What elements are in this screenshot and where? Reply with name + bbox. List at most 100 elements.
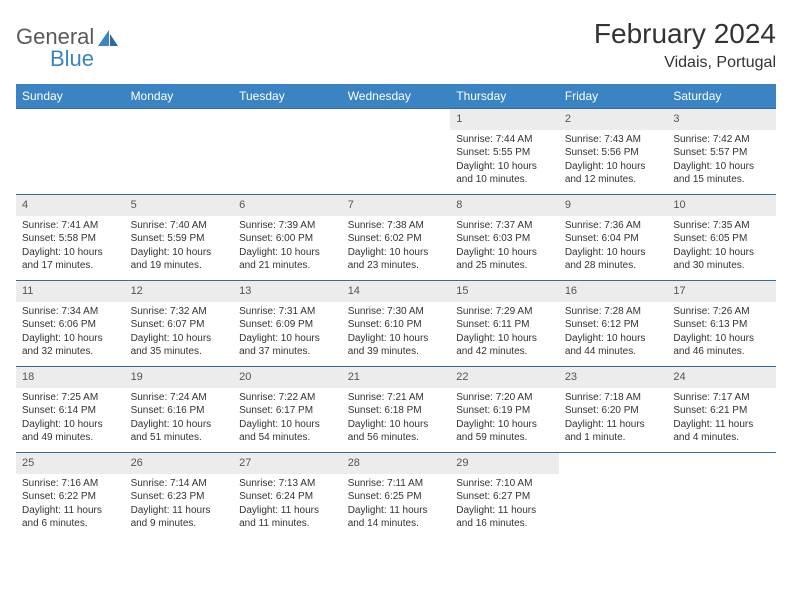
weekday-header: Sunday [16, 84, 125, 109]
calendar-day-cell: 13Sunrise: 7:31 AMSunset: 6:09 PMDayligh… [233, 281, 342, 367]
day-info: Sunrise: 7:16 AMSunset: 6:22 PMDaylight:… [16, 474, 125, 535]
day-info: Sunrise: 7:13 AMSunset: 6:24 PMDaylight:… [233, 474, 342, 535]
day-number: 2 [559, 109, 668, 130]
calendar-day-cell: . [667, 453, 776, 539]
day-info: Sunrise: 7:39 AMSunset: 6:00 PMDaylight:… [233, 216, 342, 277]
day-number: 18 [16, 367, 125, 388]
calendar-day-cell: 20Sunrise: 7:22 AMSunset: 6:17 PMDayligh… [233, 367, 342, 453]
calendar-day-cell: 17Sunrise: 7:26 AMSunset: 6:13 PMDayligh… [667, 281, 776, 367]
weekday-header-row: SundayMondayTuesdayWednesdayThursdayFrid… [16, 84, 776, 109]
day-number: 14 [342, 281, 451, 302]
calendar-day-cell: 14Sunrise: 7:30 AMSunset: 6:10 PMDayligh… [342, 281, 451, 367]
logo-text-blue: Blue [50, 46, 120, 72]
day-number: 10 [667, 195, 776, 216]
day-number: 4 [16, 195, 125, 216]
calendar-day-cell: 25Sunrise: 7:16 AMSunset: 6:22 PMDayligh… [16, 453, 125, 539]
day-number: 29 [450, 453, 559, 474]
day-info: Sunrise: 7:10 AMSunset: 6:27 PMDaylight:… [450, 474, 559, 535]
weekday-header: Wednesday [342, 84, 451, 109]
day-number: 21 [342, 367, 451, 388]
day-number: 23 [559, 367, 668, 388]
day-info: Sunrise: 7:29 AMSunset: 6:11 PMDaylight:… [450, 302, 559, 363]
month-title: February 2024 [594, 18, 776, 50]
calendar-day-cell: 21Sunrise: 7:21 AMSunset: 6:18 PMDayligh… [342, 367, 451, 453]
day-info: Sunrise: 7:38 AMSunset: 6:02 PMDaylight:… [342, 216, 451, 277]
calendar-week-row: 25Sunrise: 7:16 AMSunset: 6:22 PMDayligh… [16, 453, 776, 539]
day-info: Sunrise: 7:20 AMSunset: 6:19 PMDaylight:… [450, 388, 559, 449]
calendar-day-cell: 28Sunrise: 7:11 AMSunset: 6:25 PMDayligh… [342, 453, 451, 539]
day-number: 11 [16, 281, 125, 302]
day-info: Sunrise: 7:18 AMSunset: 6:20 PMDaylight:… [559, 388, 668, 449]
calendar-week-row: 11Sunrise: 7:34 AMSunset: 6:06 PMDayligh… [16, 281, 776, 367]
calendar-day-cell: 4Sunrise: 7:41 AMSunset: 5:58 PMDaylight… [16, 195, 125, 281]
calendar-day-cell: 19Sunrise: 7:24 AMSunset: 6:16 PMDayligh… [125, 367, 234, 453]
page-header: GeneralBlue February 2024 Vidais, Portug… [16, 18, 776, 72]
calendar-day-cell: 23Sunrise: 7:18 AMSunset: 6:20 PMDayligh… [559, 367, 668, 453]
calendar-day-cell: 15Sunrise: 7:29 AMSunset: 6:11 PMDayligh… [450, 281, 559, 367]
calendar-day-cell: 5Sunrise: 7:40 AMSunset: 5:59 PMDaylight… [125, 195, 234, 281]
day-info: Sunrise: 7:21 AMSunset: 6:18 PMDaylight:… [342, 388, 451, 449]
day-info: Sunrise: 7:34 AMSunset: 6:06 PMDaylight:… [16, 302, 125, 363]
calendar-day-cell: . [342, 109, 451, 195]
day-number: 20 [233, 367, 342, 388]
day-info: Sunrise: 7:42 AMSunset: 5:57 PMDaylight:… [667, 130, 776, 191]
calendar-week-row: 18Sunrise: 7:25 AMSunset: 6:14 PMDayligh… [16, 367, 776, 453]
day-info: Sunrise: 7:31 AMSunset: 6:09 PMDaylight:… [233, 302, 342, 363]
day-number: 28 [342, 453, 451, 474]
day-info: Sunrise: 7:43 AMSunset: 5:56 PMDaylight:… [559, 130, 668, 191]
day-info: Sunrise: 7:11 AMSunset: 6:25 PMDaylight:… [342, 474, 451, 535]
calendar-day-cell: . [559, 453, 668, 539]
weekday-header: Friday [559, 84, 668, 109]
weekday-header: Monday [125, 84, 234, 109]
day-number: 17 [667, 281, 776, 302]
calendar-day-cell: 12Sunrise: 7:32 AMSunset: 6:07 PMDayligh… [125, 281, 234, 367]
day-info: Sunrise: 7:25 AMSunset: 6:14 PMDaylight:… [16, 388, 125, 449]
day-number: 13 [233, 281, 342, 302]
day-info: Sunrise: 7:24 AMSunset: 6:16 PMDaylight:… [125, 388, 234, 449]
day-number: 8 [450, 195, 559, 216]
day-number: 12 [125, 281, 234, 302]
logo-sail-icon [98, 30, 120, 48]
day-info: Sunrise: 7:37 AMSunset: 6:03 PMDaylight:… [450, 216, 559, 277]
calendar-day-cell: 22Sunrise: 7:20 AMSunset: 6:19 PMDayligh… [450, 367, 559, 453]
calendar-day-cell: 27Sunrise: 7:13 AMSunset: 6:24 PMDayligh… [233, 453, 342, 539]
day-number: 25 [16, 453, 125, 474]
day-info: Sunrise: 7:40 AMSunset: 5:59 PMDaylight:… [125, 216, 234, 277]
calendar-day-cell: 10Sunrise: 7:35 AMSunset: 6:05 PMDayligh… [667, 195, 776, 281]
day-info: Sunrise: 7:36 AMSunset: 6:04 PMDaylight:… [559, 216, 668, 277]
calendar-day-cell: 1Sunrise: 7:44 AMSunset: 5:55 PMDaylight… [450, 109, 559, 195]
calendar-day-cell: 18Sunrise: 7:25 AMSunset: 6:14 PMDayligh… [16, 367, 125, 453]
day-number: 19 [125, 367, 234, 388]
calendar-day-cell: 29Sunrise: 7:10 AMSunset: 6:27 PMDayligh… [450, 453, 559, 539]
calendar-day-cell: 26Sunrise: 7:14 AMSunset: 6:23 PMDayligh… [125, 453, 234, 539]
calendar-day-cell: 9Sunrise: 7:36 AMSunset: 6:04 PMDaylight… [559, 195, 668, 281]
calendar-day-cell: . [233, 109, 342, 195]
day-info: Sunrise: 7:30 AMSunset: 6:10 PMDaylight:… [342, 302, 451, 363]
location-label: Vidais, Portugal [594, 54, 776, 72]
day-number: 24 [667, 367, 776, 388]
calendar-day-cell: . [125, 109, 234, 195]
day-number: 3 [667, 109, 776, 130]
logo: GeneralBlue [16, 24, 120, 72]
calendar-day-cell: 16Sunrise: 7:28 AMSunset: 6:12 PMDayligh… [559, 281, 668, 367]
day-info: Sunrise: 7:26 AMSunset: 6:13 PMDaylight:… [667, 302, 776, 363]
calendar-day-cell: 11Sunrise: 7:34 AMSunset: 6:06 PMDayligh… [16, 281, 125, 367]
day-number: 1 [450, 109, 559, 130]
day-number: 26 [125, 453, 234, 474]
calendar-day-cell: . [16, 109, 125, 195]
calendar-page: GeneralBlue February 2024 Vidais, Portug… [0, 0, 792, 549]
day-number: 16 [559, 281, 668, 302]
day-number: 5 [125, 195, 234, 216]
calendar-table: SundayMondayTuesdayWednesdayThursdayFrid… [16, 84, 776, 539]
calendar-day-cell: 2Sunrise: 7:43 AMSunset: 5:56 PMDaylight… [559, 109, 668, 195]
day-number: 9 [559, 195, 668, 216]
day-info: Sunrise: 7:28 AMSunset: 6:12 PMDaylight:… [559, 302, 668, 363]
day-info: Sunrise: 7:22 AMSunset: 6:17 PMDaylight:… [233, 388, 342, 449]
calendar-day-cell: 6Sunrise: 7:39 AMSunset: 6:00 PMDaylight… [233, 195, 342, 281]
calendar-day-cell: 3Sunrise: 7:42 AMSunset: 5:57 PMDaylight… [667, 109, 776, 195]
day-number: 27 [233, 453, 342, 474]
calendar-day-cell: 7Sunrise: 7:38 AMSunset: 6:02 PMDaylight… [342, 195, 451, 281]
day-info: Sunrise: 7:14 AMSunset: 6:23 PMDaylight:… [125, 474, 234, 535]
day-info: Sunrise: 7:44 AMSunset: 5:55 PMDaylight:… [450, 130, 559, 191]
weekday-header: Saturday [667, 84, 776, 109]
